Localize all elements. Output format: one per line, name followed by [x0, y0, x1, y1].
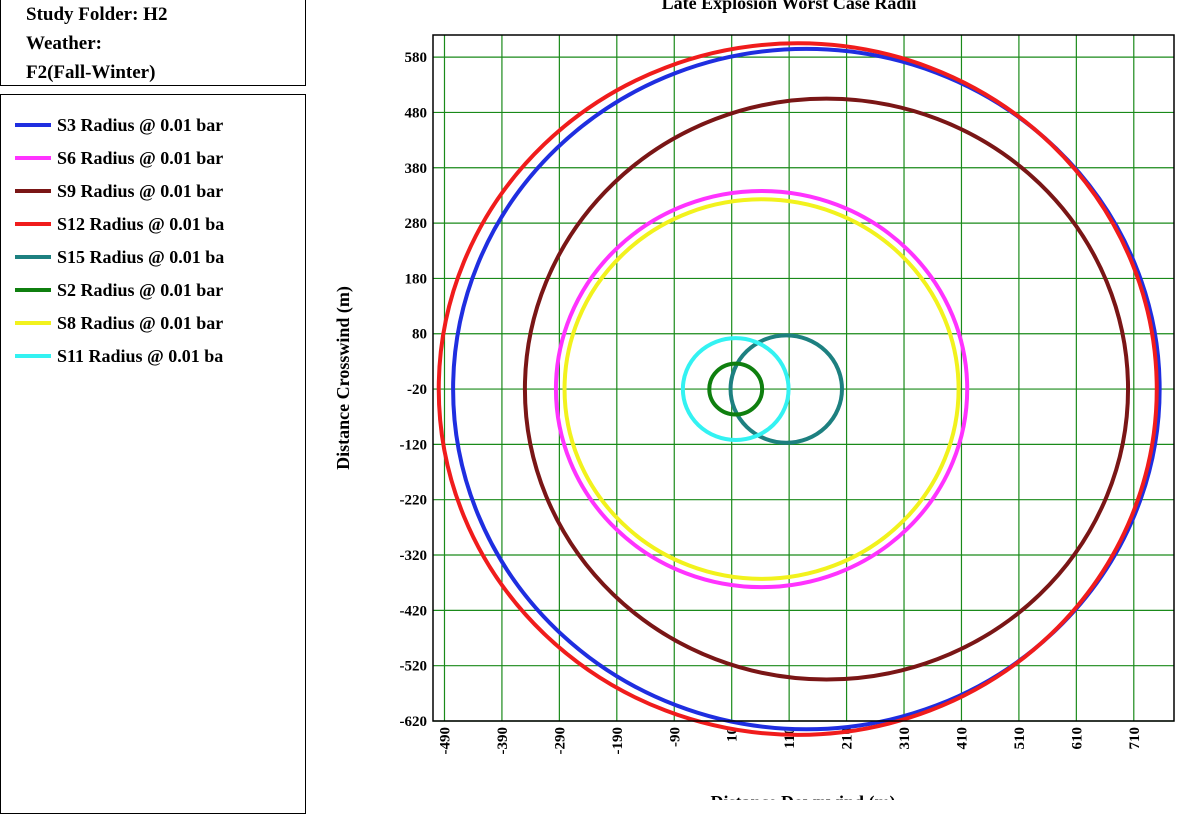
radii-chart: Late Explosion Worst Case Radii -490 -390… [333, 0, 1175, 800]
legend-swatch [15, 123, 51, 127]
legend-swatch [15, 255, 51, 259]
legend-item: S15 Radius @ 0.01 ba [15, 244, 305, 270]
chart-title: Late Explosion Worst Case Radii [662, 0, 917, 13]
series-circle-3 [436, 41, 1159, 737]
legend-label: S15 Radius @ 0.01 ba [57, 246, 225, 267]
legend-swatch [15, 288, 51, 292]
legend-item: S6 Radius @ 0.01 bar [15, 145, 305, 171]
legend: S3 Radius @ 0.01 bar S6 Radius @ 0.01 bar… [0, 94, 306, 814]
x-tick-label: 710 [1127, 727, 1143, 750]
legend-label: S6 Radius @ 0.01 bar [57, 147, 224, 168]
weather-value: F2(Fall-Winter) [26, 62, 156, 83]
y-tick-label: 80 [412, 327, 427, 343]
x-tick-label: 310 [897, 727, 913, 750]
series-circle-2 [522, 96, 1131, 682]
legend-item: S9 Radius @ 0.01 bar [15, 178, 305, 204]
x-tick-label: -490 [437, 727, 453, 755]
y-tick-label: -620 [400, 714, 428, 730]
study-info-box: Study Folder: H2 Weather: F2(Fall-Winter… [0, 0, 306, 86]
plot-area-border [432, 34, 1175, 722]
legend-label: S11 Radius @ 0.01 ba [57, 345, 224, 366]
y-tick-label: 280 [405, 216, 428, 232]
chart-series [436, 41, 1162, 737]
x-tick-label: 510 [1012, 727, 1028, 750]
legend-swatch [15, 156, 51, 160]
y-tick-label: -320 [400, 548, 428, 564]
series-circle-0 [451, 46, 1162, 732]
x-tick-label: -290 [552, 727, 568, 755]
weather-label: Weather: [26, 33, 102, 54]
legend-item: S8 Radius @ 0.01 bar [15, 310, 305, 336]
y-tick-label: 580 [405, 50, 428, 66]
legend-label: S12 Radius @ 0.01 ba [57, 213, 225, 234]
series-circle-1 [553, 189, 970, 590]
legend-label: S8 Radius @ 0.01 bar [57, 312, 224, 333]
legend-swatch [15, 354, 51, 358]
chart-grid [433, 35, 1174, 722]
legend-swatch [15, 321, 51, 325]
legend-label: S9 Radius @ 0.01 bar [57, 180, 224, 201]
legend-swatch [15, 222, 51, 226]
x-tick-label: 110 [782, 727, 798, 749]
legend-label: S2 Radius @ 0.01 bar [57, 279, 224, 300]
y-tick-label: 180 [405, 271, 428, 287]
series-circle-4 [728, 333, 844, 445]
y-tick-label: -120 [400, 437, 428, 453]
legend-label: S3 Radius @ 0.01 bar [57, 114, 224, 135]
y-tick-label: -20 [407, 382, 427, 398]
series-circle-6 [562, 197, 961, 581]
series-circle-7 [680, 336, 791, 442]
y-axis-title: Distance Crosswind (m) [333, 286, 354, 470]
y-tick-label: 380 [405, 161, 428, 177]
x-axis-title: Distance Downwind (m) [710, 792, 895, 800]
x-tick-label: 410 [954, 727, 970, 750]
x-tick-label: -390 [495, 727, 511, 755]
series-circle-5 [707, 361, 765, 417]
legend-swatch [15, 189, 51, 193]
x-tick-label: -190 [610, 727, 626, 755]
x-tick-label: -90 [667, 727, 683, 747]
y-tick-label: -220 [400, 493, 428, 509]
y-tick-label: 480 [405, 105, 428, 121]
legend-item: S12 Radius @ 0.01 ba [15, 211, 305, 237]
legend-item: S11 Radius @ 0.01 ba [15, 343, 305, 369]
study-folder-text: Study Folder: H2 [26, 4, 168, 25]
legend-item: S3 Radius @ 0.01 bar [15, 112, 305, 138]
x-tick-label: 610 [1069, 727, 1085, 750]
legend-item: S2 Radius @ 0.01 bar [15, 277, 305, 303]
y-tick-label: -520 [400, 659, 428, 675]
y-tick-label: -420 [400, 603, 428, 619]
